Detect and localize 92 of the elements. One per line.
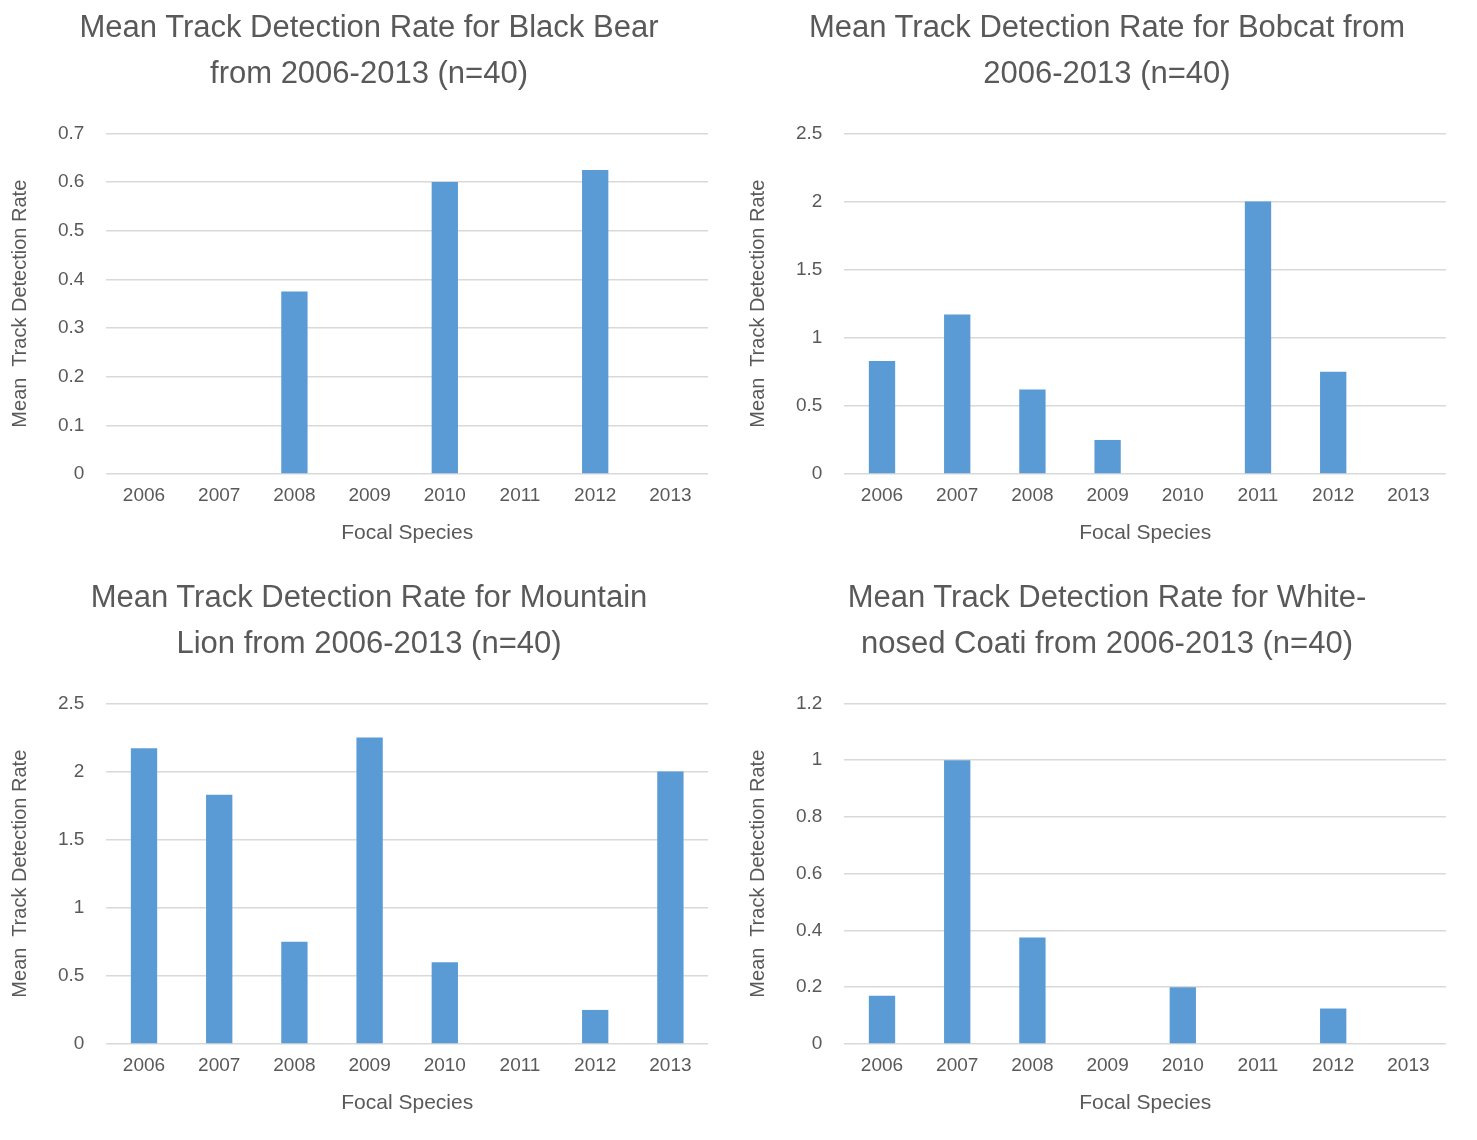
bar [582, 169, 609, 474]
x-axis-title: Focal Species [341, 1090, 474, 1114]
y-tick-label: 1 [811, 325, 823, 347]
x-tick-label: 2011 [1237, 483, 1279, 505]
bar [206, 794, 233, 1044]
x-tick-label: 2009 [1086, 483, 1129, 505]
y-axis-title: Mean Track Detection Rate [745, 179, 768, 428]
x-tick-label: 2009 [348, 1053, 391, 1075]
bar [1169, 987, 1196, 1044]
x-tick-label: 2012 [1312, 1053, 1355, 1075]
x-tick-label: 2012 [574, 1053, 617, 1075]
bar [431, 962, 458, 1044]
bar [944, 760, 971, 1044]
bar [1019, 937, 1046, 1044]
y-tick-label: 0.8 [795, 805, 823, 827]
x-tick-label: 2011 [499, 1053, 541, 1075]
bar [356, 737, 383, 1044]
x-tick-label: 2011 [499, 483, 541, 505]
chart-title: Mean Track Detection Rate for White-nosed Coati from 2006-2013 (n=40) [846, 578, 1368, 662]
y-tick-label: 2 [811, 189, 823, 211]
bar [868, 995, 896, 1044]
x-axis-title: Focal Species [341, 520, 474, 544]
x-tick-label: 2013 [649, 483, 692, 505]
y-tick-label: 0 [811, 1032, 823, 1054]
y-tick-label: 1.2 [795, 691, 823, 713]
chart-title: Mean Track Detection Rate for Bobcat from 2006-2013 (n=40) [807, 8, 1407, 92]
y-tick-label: 0 [73, 462, 85, 484]
x-tick-label: 2006 [122, 483, 166, 505]
y-tick-label: 0 [811, 462, 823, 484]
x-tick-label: 2006 [860, 483, 904, 505]
y-tick-label: 0 [73, 1032, 85, 1054]
y-tick-label: 0.5 [795, 394, 823, 416]
y-axis-title: Mean Track Detection Rate [7, 749, 30, 998]
x-tick-label: 2010 [423, 1053, 466, 1075]
bar [1320, 1008, 1347, 1044]
x-tick-label: 2010 [423, 483, 466, 505]
x-tick-label: 2013 [649, 1053, 692, 1075]
x-tick-label: 2013 [1387, 1053, 1430, 1075]
x-tick-label: 2007 [936, 1053, 979, 1075]
x-tick-label: 2006 [860, 1053, 904, 1075]
y-axis-title: Mean Track Detection Rate [745, 749, 768, 998]
y-tick-label: 0.6 [795, 861, 823, 883]
bar [944, 314, 971, 474]
x-tick-label: 2009 [1086, 1053, 1129, 1075]
y-tick-label: 0.2 [57, 364, 85, 386]
x-tick-label: 2007 [936, 483, 979, 505]
bar [657, 771, 684, 1044]
y-tick-label: 1.5 [57, 827, 85, 849]
x-tick-label: 2008 [273, 483, 316, 505]
x-axis-title: Focal Species [1079, 1090, 1212, 1114]
bar [130, 748, 158, 1044]
bar [1244, 201, 1272, 474]
x-axis-title: Focal Species [1079, 520, 1212, 544]
y-tick-label: 0.3 [57, 316, 85, 338]
x-tick-label: 2008 [1011, 483, 1054, 505]
bar [281, 941, 308, 1044]
x-tick-label: 2012 [574, 483, 617, 505]
y-tick-label: 0.5 [57, 218, 85, 240]
y-tick-label: 0.7 [57, 121, 85, 143]
y-tick-label: 0.1 [57, 413, 85, 435]
y-axis-title: Mean Track Detection Rate [7, 179, 30, 428]
y-tick-label: 1 [811, 748, 823, 770]
bar [582, 1009, 609, 1044]
y-tick-label: 0.2 [795, 975, 823, 997]
bar [868, 360, 896, 474]
y-tick-label: 1.5 [795, 257, 823, 279]
x-tick-label: 2008 [1011, 1053, 1054, 1075]
bar [1320, 371, 1347, 474]
x-tick-label: 2011 [1237, 1053, 1279, 1075]
chart-title: Mean Track Detection Rate for Black Bear from 2006-2013 (n=40) [78, 8, 660, 92]
chart-title: Mean Track Detection Rate for Mountain Lion from 2006-2013 (n=40) [89, 578, 649, 662]
x-tick-label: 2006 [122, 1053, 166, 1075]
y-tick-label: 0.4 [795, 918, 823, 940]
y-tick-label: 0.5 [57, 964, 85, 986]
y-tick-label: 2.5 [795, 121, 823, 143]
x-tick-label: 2010 [1161, 1053, 1204, 1075]
x-tick-label: 2012 [1312, 483, 1355, 505]
y-tick-label: 2.5 [57, 691, 85, 713]
x-tick-label: 2007 [198, 1053, 241, 1075]
x-tick-label: 2010 [1161, 483, 1204, 505]
y-tick-label: 0.6 [57, 170, 85, 192]
x-tick-label: 2009 [348, 483, 391, 505]
bar [281, 291, 308, 474]
y-tick-label: 1 [73, 895, 85, 917]
bar [431, 182, 458, 474]
bar [1019, 389, 1046, 474]
x-tick-label: 2013 [1387, 483, 1430, 505]
x-tick-label: 2007 [198, 483, 241, 505]
y-tick-label: 2 [73, 759, 85, 781]
bar [1094, 439, 1121, 474]
x-tick-label: 2008 [273, 1053, 316, 1075]
y-tick-label: 0.4 [57, 267, 85, 289]
